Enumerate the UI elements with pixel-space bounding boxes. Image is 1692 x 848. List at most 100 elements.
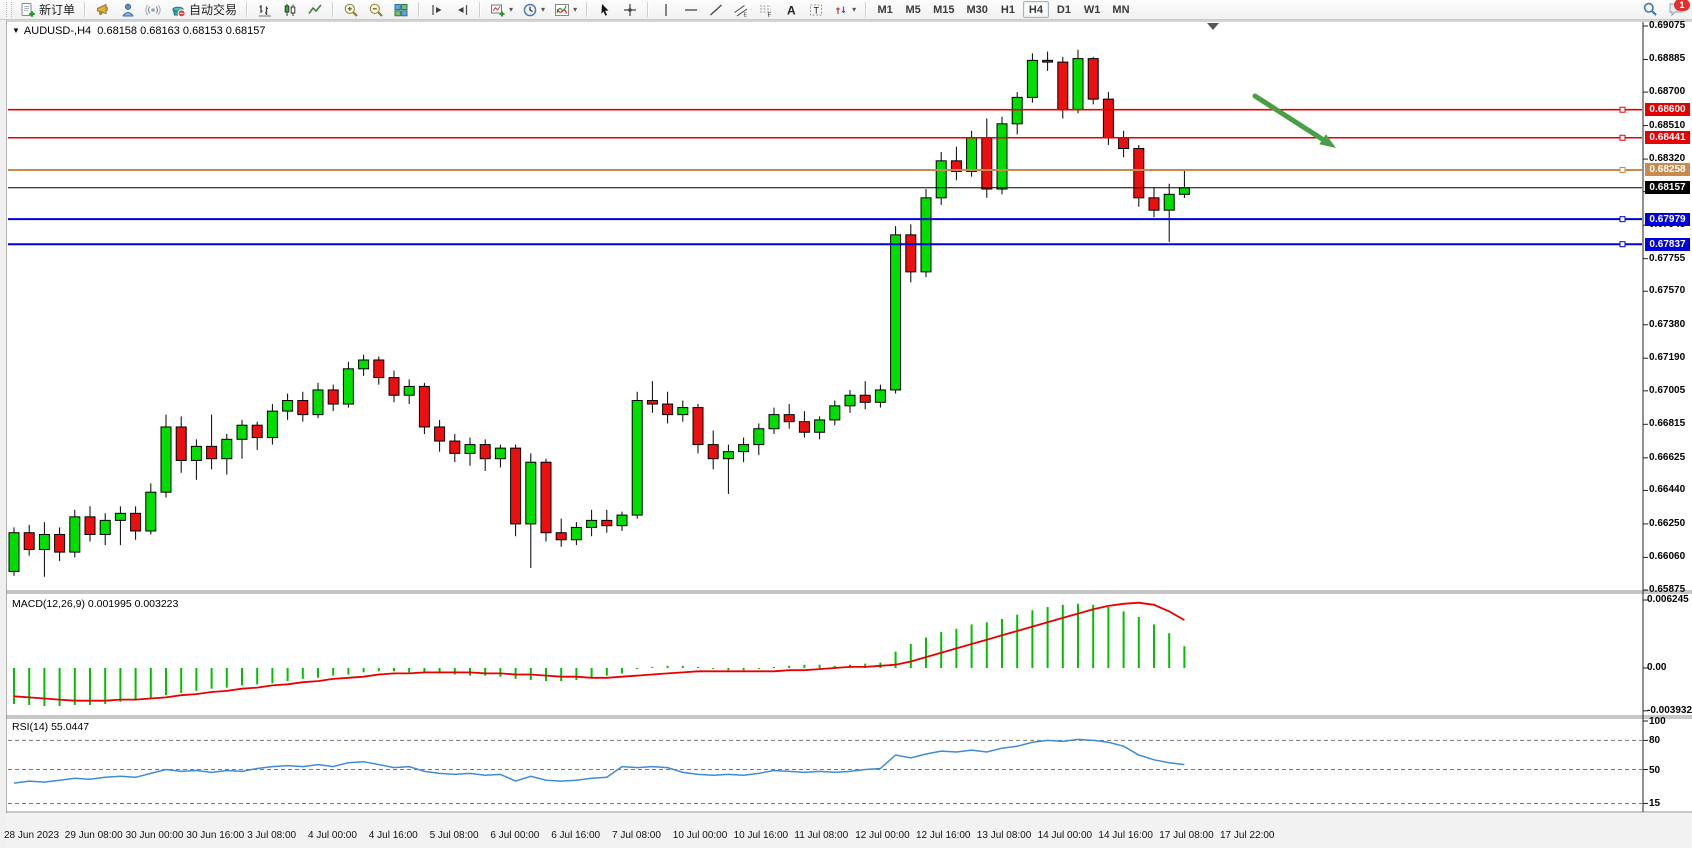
timeframe-mn[interactable]: MN [1107,1,1134,18]
macd-axis-label: 0.006245 [1647,594,1689,605]
new-chart-button[interactable]: ▾ [486,1,517,19]
candle-body [69,516,81,553]
horizontal-line-tool-button[interactable] [679,1,703,19]
candle-body [738,444,750,453]
separator [332,2,335,17]
megaphone-button[interactable] [91,1,115,19]
price-axis-label: 0.66815 [1649,418,1686,430]
timeframe-m30[interactable]: M30 [962,1,993,18]
signal-button[interactable] [141,1,165,19]
line-chart-type-button[interactable] [303,1,327,19]
time-axis-label: 6 Jul 00:00 [490,830,540,841]
zoom-out-button[interactable] [364,1,388,19]
price-level-badge: 0.68600 [1645,103,1690,117]
candle-body [114,512,126,521]
auto-scroll-icon [458,4,468,15]
level-handle [1619,106,1626,113]
ohlc-bars-icon [259,4,272,16]
new-order-button[interactable]: 新订单 [16,1,79,19]
fibonacci-tool-button[interactable]: F [754,1,778,19]
candle-body [601,519,613,527]
timeframe-h4[interactable]: H4 [1022,1,1049,18]
time-axis-label: 30 Jun 00:00 [125,830,184,841]
time-axis-label: 5 Jul 08:00 [429,830,479,841]
dropdown-caret: ▾ [541,5,546,14]
timeframe-m1[interactable]: M1 [872,1,898,18]
candle-body [145,491,157,532]
text-label-icon: T [810,4,823,15]
candle-body [874,389,886,403]
candle-body [251,424,263,439]
collapse-icon[interactable]: ▼ [12,26,20,35]
timeframe-w1[interactable]: W1 [1079,1,1106,18]
separator [418,2,421,17]
auto-scroll-button[interactable] [450,1,474,19]
crosshair-tool-button[interactable] [618,1,642,19]
new-order-label: 新订单 [39,3,76,17]
price-axis-label: 0.68700 [1649,86,1686,98]
candle-body [1163,193,1175,211]
tile-windows-button[interactable] [389,1,413,19]
rsi-axis-label: 50 [1649,764,1661,776]
chart-shift-button[interactable] [425,1,449,19]
candlestick-type-button[interactable] [278,1,302,19]
candle-body [586,519,598,528]
candle-body [1118,137,1130,149]
profile-icon [122,3,134,16]
timeframe-m15[interactable]: M15 [928,1,959,18]
candle-body [798,421,810,433]
text-label-tool-button[interactable]: T [804,1,828,19]
channel-tool-button[interactable]: E [729,1,753,19]
candle-body [662,403,674,416]
price-axis-label: 0.67380 [1649,318,1686,330]
timeframe-h1[interactable]: H1 [995,1,1021,18]
indicators-button[interactable]: ▾ [550,1,581,19]
price-axis-label: 0.68885 [1649,53,1686,65]
bar-chart-type-button[interactable] [253,1,277,19]
svg-text:E: E [744,12,748,18]
candle-body [38,533,50,550]
time-axis[interactable] [6,813,1692,848]
arrows-icon [836,6,846,14]
candle-body [206,445,218,460]
price-axis-label: 0.66250 [1649,517,1686,529]
candle-body [54,533,66,553]
vertical-line-tool-button[interactable] [654,1,678,19]
trendline-tool-button[interactable] [704,1,728,19]
zoom-in-button[interactable] [339,1,363,19]
text-tool-button[interactable]: A [779,1,803,19]
time-axis-label: 14 Jul 00:00 [1037,830,1093,841]
candle-body [935,160,947,199]
price-axis-label: 0.67755 [1649,252,1686,264]
price-axis-label: 0.68320 [1649,153,1686,165]
candle-body [616,514,628,527]
toolbar-grip[interactable] [6,2,12,17]
candle-body [783,414,795,423]
zoom-in-icon [344,3,358,17]
price-level-badge: 0.68441 [1645,131,1690,145]
vertical-line-icon [665,3,667,16]
candle-body [1148,197,1160,211]
periods-button[interactable]: ▾ [518,1,549,19]
autotrading-button[interactable]: 自动交易 [166,1,241,19]
candle-body [464,444,476,454]
chart-shift-marker [1207,23,1219,30]
timeframe-d1[interactable]: D1 [1051,1,1077,18]
separator [84,2,87,17]
cursor-tool-button[interactable] [593,1,617,19]
candle-body [388,377,400,396]
rsi-axis-label: 80 [1649,735,1661,747]
price-level-badge: 0.68258 [1645,163,1690,177]
timeframe-m5[interactable]: M5 [900,1,926,18]
chat-button[interactable]: 1 [1668,0,1690,17]
search-icon[interactable] [1642,1,1658,17]
candle-body [266,410,278,439]
profile-button[interactable] [116,1,140,19]
indicators-icon [555,3,570,16]
dropdown-caret: ▾ [573,5,578,14]
arrows-tool-button[interactable]: ▾ [829,1,860,19]
notification-badge: 1 [1674,0,1690,11]
candle-body [373,359,385,379]
megaphone-icon [97,3,109,15]
